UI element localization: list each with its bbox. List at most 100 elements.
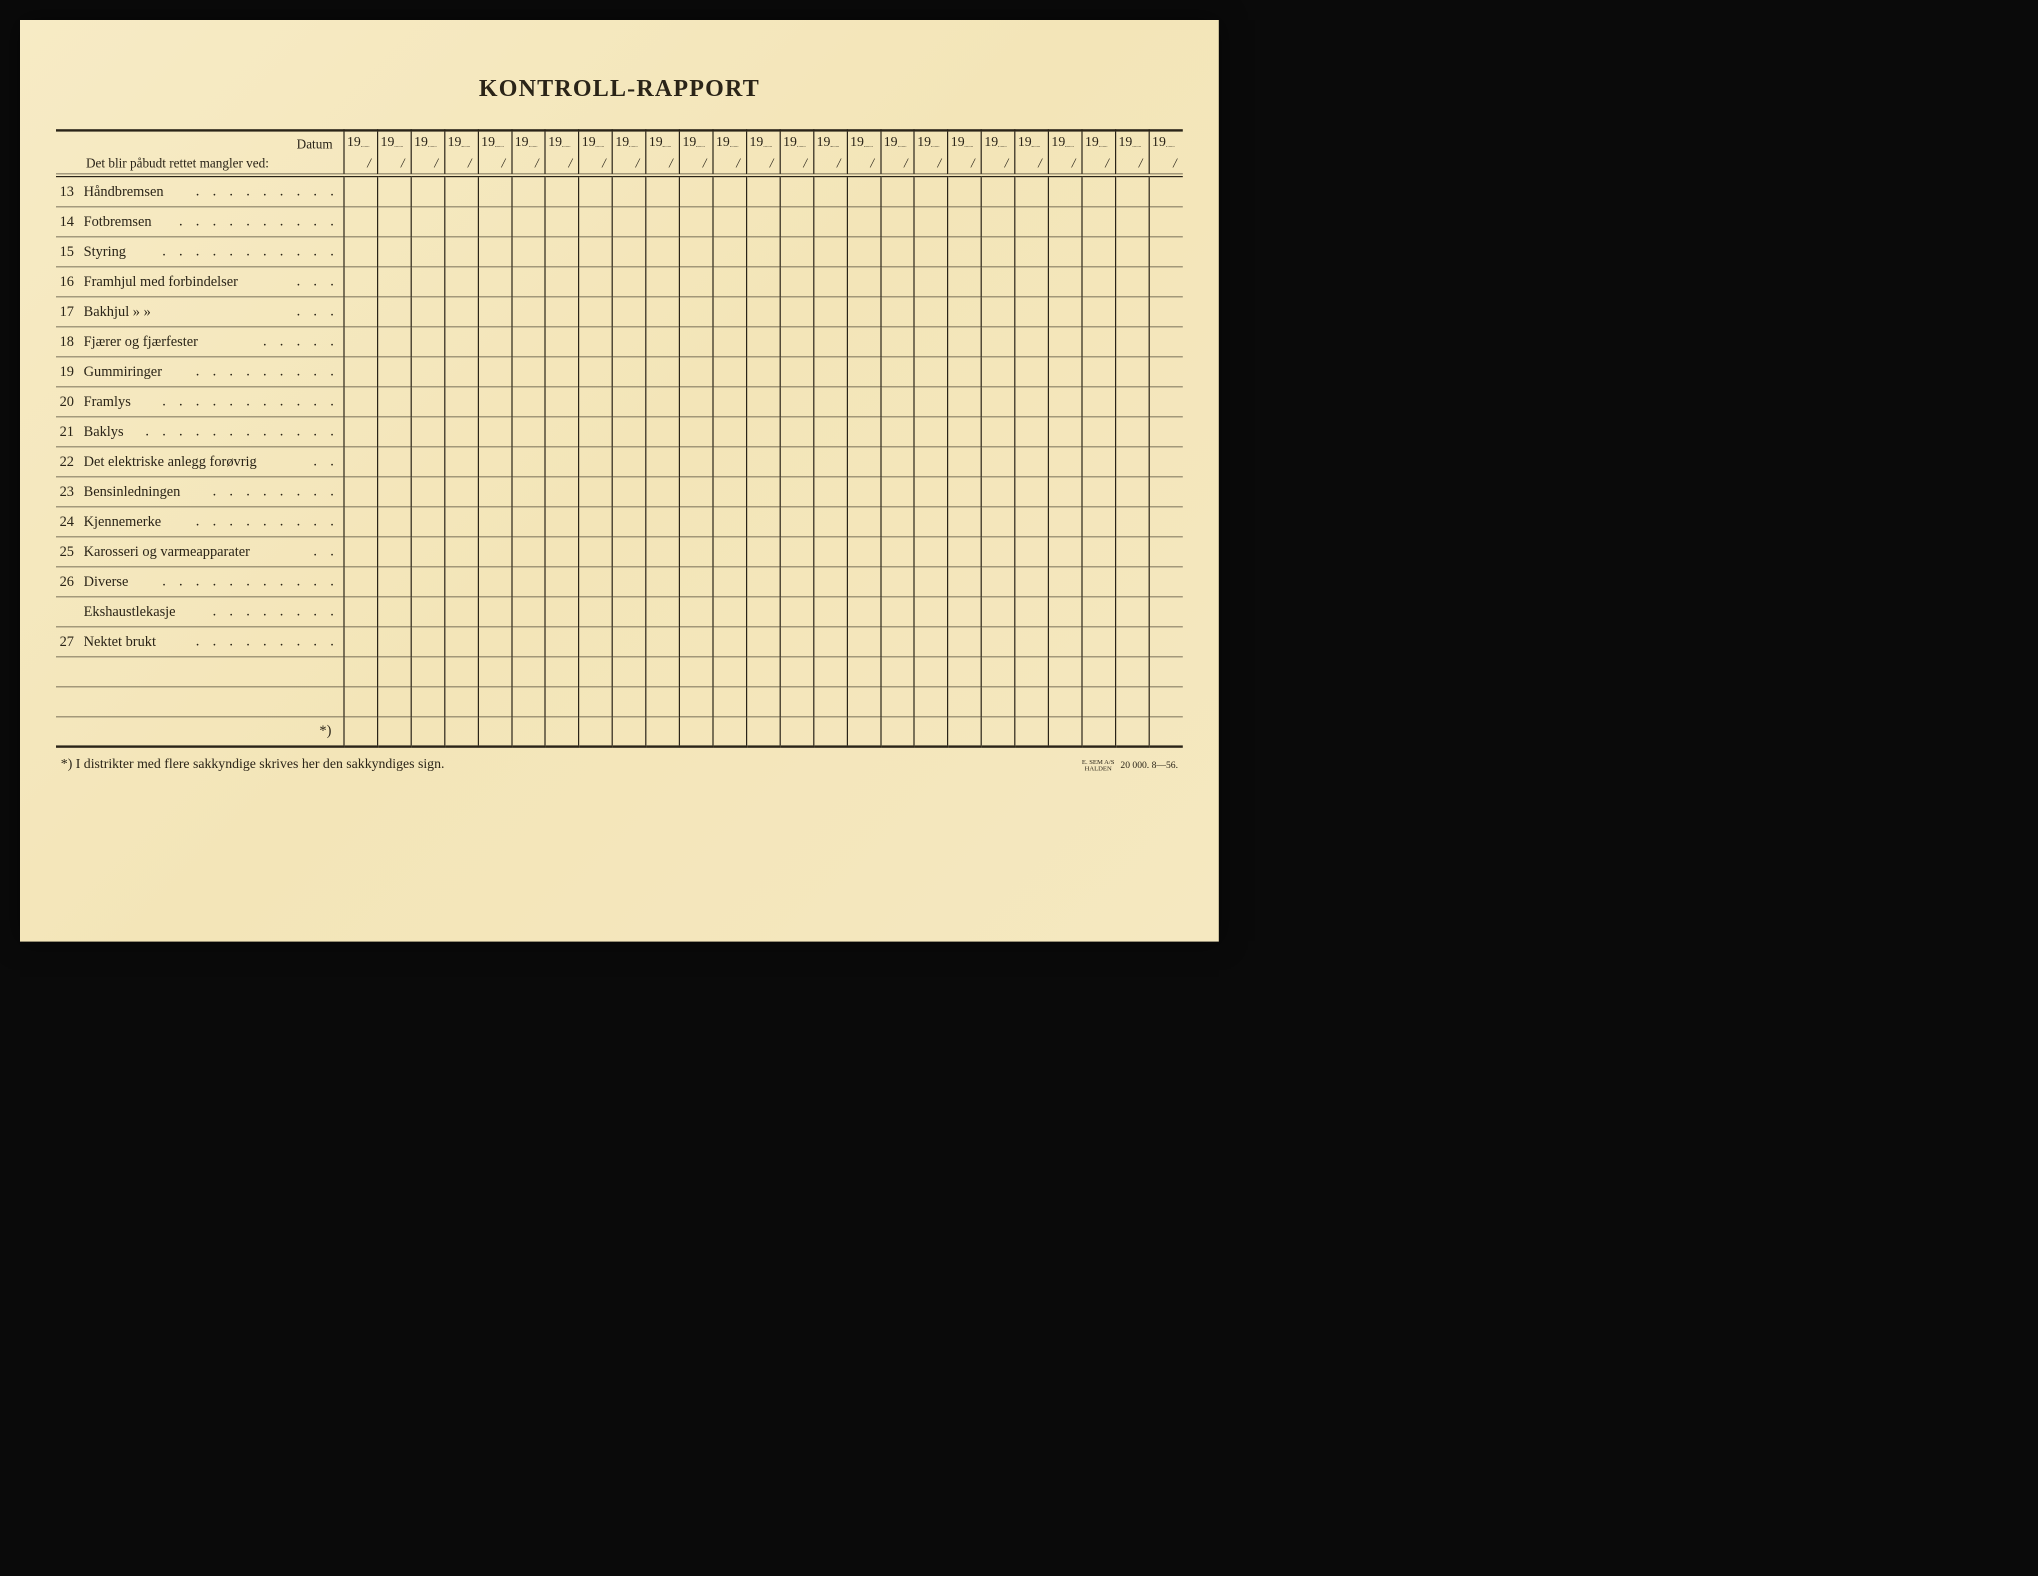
grid-cell [780,177,814,207]
grid-cell [713,507,747,537]
grid-cell [344,297,378,327]
grid-cell [612,387,646,417]
grid-cell [713,417,747,447]
date-slash: / [971,155,975,171]
grid-cell [478,507,512,537]
grid-cell [679,477,713,507]
grid-cell [1015,357,1049,387]
grid-cell [579,237,613,267]
grid-cell [1149,597,1183,627]
grid-cell [814,597,848,627]
grid-cell [478,417,512,447]
grid-cell [847,687,881,717]
grid-cell [1015,297,1049,327]
grid-cell [847,567,881,597]
grid-cell [847,537,881,567]
grid-cell [1015,327,1049,357]
footer: *) I distrikter med flere sakkyndige skr… [56,756,1183,772]
grid-cell [1048,447,1082,477]
grid-cell [411,507,445,537]
grid-cell [378,657,412,687]
date-slash: / [468,155,472,171]
year-prefix: 19 [448,134,462,150]
grid-cell [445,687,479,717]
leader-dots: . . . . . . . . . . . [162,394,338,410]
grid-cell [512,357,546,387]
grid-cell [847,717,881,747]
date-header-cell: 19/ [646,130,680,173]
grid-cell [411,357,445,387]
grid-cell [948,687,982,717]
grid-cell [981,327,1015,357]
grid-cell [378,417,412,447]
grid-cell [478,687,512,717]
grid-cell [914,477,948,507]
grid-cell [914,507,948,537]
row-label: Håndbremsen [84,184,164,200]
date-slash: / [837,155,841,171]
grid-cell [1015,597,1049,627]
printer-tiny-bottom: HALDEN [1085,765,1112,772]
grid-cell [814,357,848,387]
grid-cell [1082,177,1116,207]
row-label: Fotbremsen [84,214,152,230]
grid-cell [1116,567,1150,597]
grid-cell [1082,297,1116,327]
grid-cell [478,597,512,627]
grid-cell [1082,327,1116,357]
date-header-cell: 19/ [713,130,747,173]
grid-cell [814,267,848,297]
grid-cell [948,597,982,627]
date-header-cell: 19/ [579,130,613,173]
grid-cell [981,597,1015,627]
grid-cell [780,687,814,717]
grid-cell [814,207,848,237]
grid-cell [747,207,781,237]
row-label-cell: 17Bakhjul » ». . . [56,297,344,327]
leader-dots: . . [313,454,338,470]
grid-cell [1048,357,1082,387]
grid-cell [948,237,982,267]
table-row: 22Det elektriske anlegg forøvrig. . [56,447,1183,477]
grid-cell [747,177,781,207]
grid-cell [881,327,915,357]
grid-cell [679,357,713,387]
grid-cell [814,447,848,477]
grid-cell [914,237,948,267]
grid-cell [545,477,579,507]
grid-cell [948,627,982,657]
grid-cell [1082,387,1116,417]
date-slash: / [703,155,707,171]
grid-cell [478,327,512,357]
grid-cell [512,297,546,327]
grid-cell [981,567,1015,597]
leader-dots: . . . . . . . . . [196,184,339,200]
table-row: 14Fotbremsen. . . . . . . . . . [56,207,1183,237]
grid-cell [1015,717,1049,747]
grid-cell [948,417,982,447]
grid-cell [881,657,915,687]
date-header-cell: 19/ [914,130,948,173]
grid-cell [1015,627,1049,657]
grid-cell [646,387,680,417]
grid-cell [545,687,579,717]
row-label: Det elektriske anlegg forøvrig [84,454,257,470]
grid-cell [1015,267,1049,297]
grid-cell [1116,327,1150,357]
grid-cell [612,267,646,297]
row-label: Bakhjul » » [84,304,151,320]
grid-cell [512,447,546,477]
printer-tiny: E. SEM A/S HALDEN [1082,759,1114,772]
grid-cell [981,717,1015,747]
grid-cell [914,597,948,627]
table-row: 23Bensinledningen. . . . . . . . [56,477,1183,507]
grid-cell [780,597,814,627]
grid-cell [545,567,579,597]
grid-cell [1116,447,1150,477]
date-slash: / [1105,155,1109,171]
grid-cell [1082,567,1116,597]
grid-cell [512,687,546,717]
grid-cell [1082,597,1116,627]
grid-cell [512,567,546,597]
grid-cell [1116,627,1150,657]
